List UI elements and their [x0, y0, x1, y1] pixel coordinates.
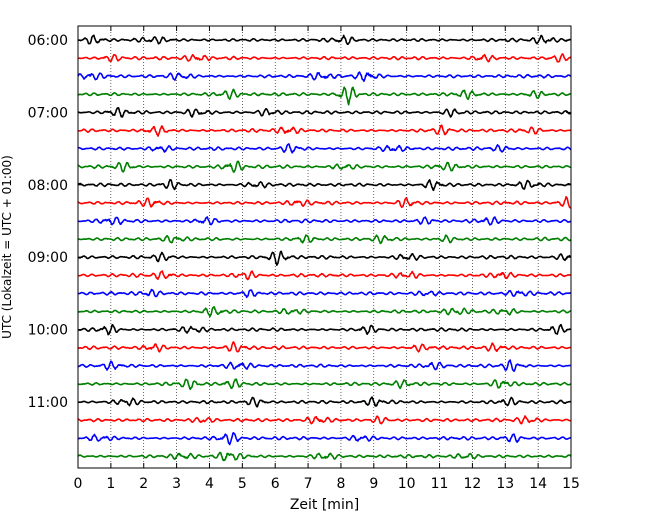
trace-1045	[77, 378, 572, 391]
x-axis-label: Zeit [min]	[290, 497, 359, 513]
trace-1115	[77, 415, 572, 425]
y-tick-label-0900: 09:00	[28, 250, 68, 266]
x-tick-label-3: 3	[172, 476, 181, 492]
trace-0800	[77, 178, 572, 192]
y-tick-label-1000: 10:00	[28, 323, 68, 339]
x-tick-label-8: 8	[336, 476, 345, 492]
trace-0700	[77, 107, 572, 118]
trace-1100	[77, 396, 572, 408]
trace-1015	[77, 341, 572, 353]
trace-0915	[77, 270, 572, 281]
y-tick-label-0600: 06:00	[28, 33, 68, 49]
plot-frame	[77, 25, 572, 469]
trace-0930	[77, 288, 572, 299]
x-tick-label-7: 7	[304, 476, 313, 492]
trace-1130	[77, 432, 572, 446]
x-tick-label-9: 9	[369, 476, 378, 492]
trace-0730	[77, 143, 572, 154]
trace-0845	[77, 234, 572, 245]
trace-series	[77, 34, 572, 462]
x-tick-label-2: 2	[139, 476, 148, 492]
y-tick-label-0800: 08:00	[28, 178, 68, 194]
x-tick-label-0: 0	[74, 476, 83, 492]
y-tick-label-1100: 11:00	[28, 395, 68, 411]
x-tick-label-15: 15	[562, 476, 580, 492]
trace-1030	[77, 359, 572, 373]
x-tick-label-14: 14	[529, 476, 547, 492]
x-tick-label-6: 6	[271, 476, 280, 492]
x-tick-label-11: 11	[431, 476, 449, 492]
trace-0615	[77, 53, 572, 63]
trace-0830	[77, 216, 572, 226]
trace-0645	[77, 86, 572, 106]
trace-0630	[77, 71, 572, 83]
y-tick-label-0700: 07:00	[28, 105, 68, 121]
trace-0715	[77, 124, 572, 137]
trace-0900	[77, 250, 572, 266]
y-axis-ticks: 06:00 07:00 08:00 09:00 10:00 11:00	[28, 33, 571, 411]
x-tick-label-5: 5	[238, 476, 247, 492]
y-axis-label: UTC (Lokalzeit = UTC + 01:00)	[0, 155, 14, 339]
trace-0945	[77, 306, 572, 318]
x-tick-label-12: 12	[463, 476, 481, 492]
trace-0815	[77, 195, 572, 209]
trace-0600	[77, 34, 572, 46]
trace-1000	[77, 323, 572, 336]
x-tick-label-10: 10	[398, 476, 416, 492]
x-axis-ticks: 0 1 2 3 4 5 6 7 8 9 10 11 12 13 14 15	[74, 26, 580, 492]
trace-1145	[77, 451, 572, 462]
x-tick-label-4: 4	[205, 476, 214, 492]
x-tick-label-13: 13	[496, 476, 514, 492]
trace-0745	[77, 160, 572, 173]
x-tick-label-1: 1	[106, 476, 115, 492]
